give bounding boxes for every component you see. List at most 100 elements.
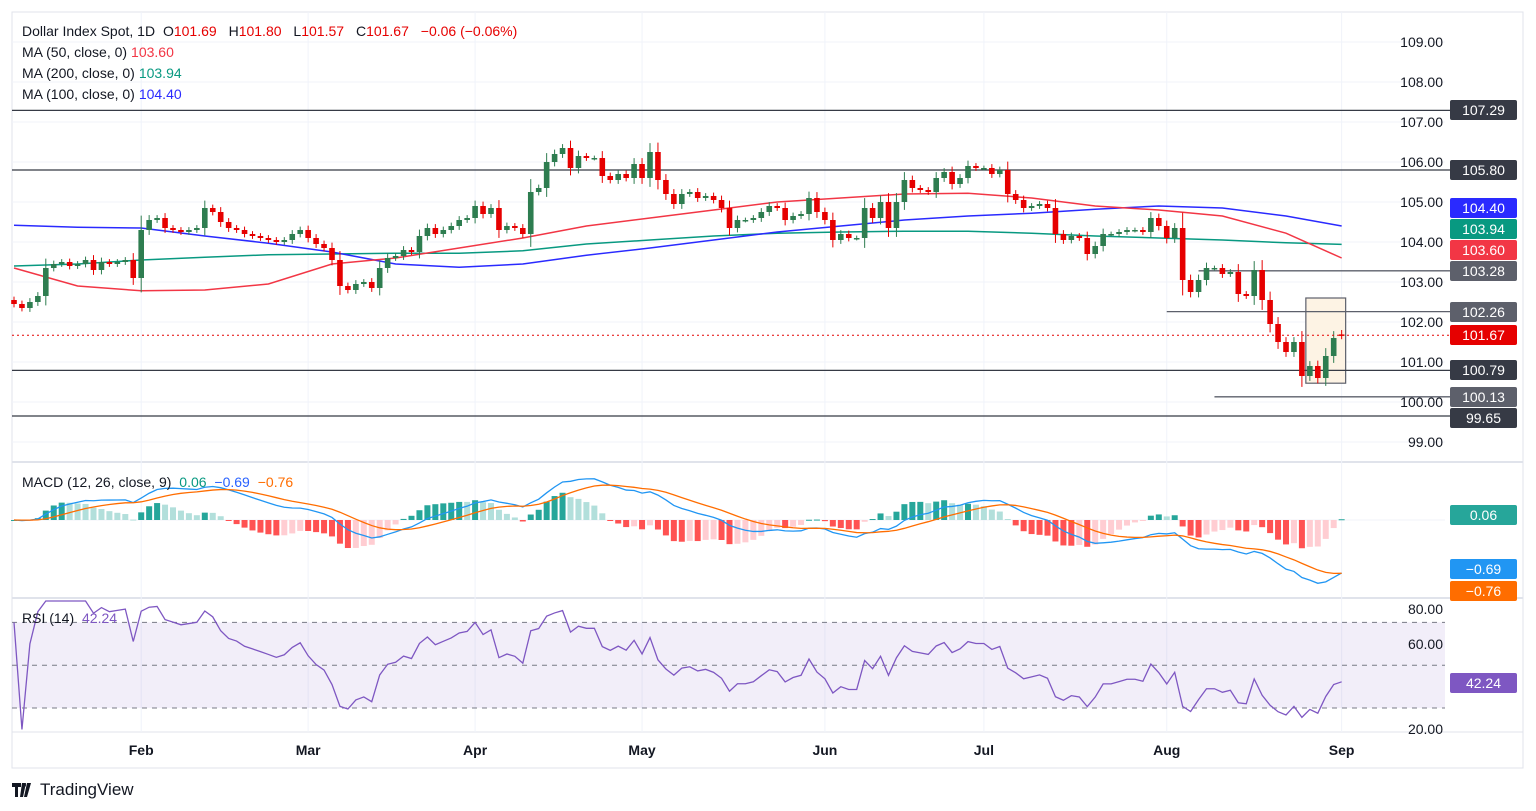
close-value: C101.67 <box>356 23 413 39</box>
candle-body <box>1036 204 1043 206</box>
candle-body <box>655 152 661 180</box>
candle-body <box>1299 342 1305 376</box>
tradingview-logo[interactable]: TradingView <box>12 780 134 800</box>
open-number: 101.69 <box>173 23 217 39</box>
macd-histogram-bar <box>821 520 828 522</box>
candle-body <box>1028 206 1035 208</box>
macd-histogram-bar <box>217 516 224 520</box>
macd-histogram-bar <box>702 520 709 540</box>
candle-body <box>520 228 526 234</box>
macd-histogram-bar <box>313 520 320 533</box>
candle-body <box>1060 234 1067 240</box>
ma50-label: MA (50, close, 0) <box>22 44 128 60</box>
candle-body <box>1084 238 1091 254</box>
macd-histogram-bar <box>567 497 574 520</box>
symbol-title: Dollar Index Spot, 1D <box>22 23 156 39</box>
low-number: 101.57 <box>301 23 345 39</box>
macd-histogram-bar <box>1068 520 1075 546</box>
macd-histogram-bar <box>1076 520 1083 545</box>
candle-body <box>965 166 971 178</box>
candle-body <box>35 296 41 302</box>
macd-histogram-bar <box>273 520 280 536</box>
macd-histogram-bar <box>686 520 693 541</box>
candle-body <box>893 202 900 228</box>
macd-label: MACD (12, 26, close, 9) <box>22 474 172 490</box>
candle-body <box>488 208 494 214</box>
time-tick-label: Mar <box>295 742 321 758</box>
macd-histogram-bar <box>1163 516 1170 520</box>
candle-body <box>631 164 637 178</box>
macd-histogram-bar <box>392 520 399 525</box>
candle-body <box>1004 170 1011 194</box>
ma50-legend[interactable]: MA (50, close, 0) 103.60 <box>22 42 178 63</box>
macd-histogram-bar <box>82 503 89 520</box>
candle-body <box>941 172 947 178</box>
macd-histogram-bar <box>1108 520 1115 535</box>
candle-body <box>432 228 439 234</box>
candle-body <box>671 194 677 204</box>
candle-body <box>1235 272 1242 294</box>
candle-body <box>368 282 375 288</box>
macd-histogram-bar <box>551 496 558 520</box>
macd-line-axis-label: −0.69 <box>1450 559 1517 579</box>
macd-histogram-bar <box>941 500 948 520</box>
macd-histogram-bar <box>1028 520 1035 535</box>
macd-histogram-bar <box>1052 520 1059 542</box>
ma200-legend[interactable]: MA (200, close, 0) 103.94 <box>22 63 186 84</box>
candle-body <box>838 234 844 240</box>
macd-histogram-bar <box>869 519 876 521</box>
level-price-label: 102.26 <box>1450 301 1517 322</box>
macd-histogram-bar <box>718 520 725 540</box>
macd-histogram-bar <box>400 518 407 520</box>
ma200-value: 103.94 <box>138 65 182 81</box>
macd-histogram-bar <box>758 520 765 536</box>
macd-histogram-bar <box>519 520 526 522</box>
macd-histogram-bar <box>575 498 582 520</box>
macd-hist-axis-label: 0.06 <box>1450 505 1517 525</box>
macd-histogram-bar <box>734 520 741 544</box>
macd-histogram-bar <box>336 520 343 544</box>
ma100-legend[interactable]: MA (100, close, 0) 104.40 <box>22 84 186 105</box>
macd-legend[interactable]: MACD (12, 26, close, 9) 0.06 −0.69 −0.76 <box>22 472 297 493</box>
candle-body <box>361 282 367 284</box>
candle-body <box>122 260 129 262</box>
macd-histogram-bar <box>1131 520 1138 523</box>
candle-body <box>1132 230 1138 232</box>
candle-body <box>281 240 288 242</box>
macd-histogram-bar <box>694 520 701 542</box>
candle-body <box>1179 228 1186 280</box>
macd-histogram-bar <box>456 501 463 520</box>
candle-body <box>782 208 788 220</box>
macd-histogram-bar <box>710 520 717 540</box>
candle-body <box>209 208 216 212</box>
candle-body <box>639 164 645 178</box>
change-value: −0.06 (−0.06%) <box>420 23 518 39</box>
macd-histogram-bar <box>201 512 208 520</box>
macd-histogram-bar <box>488 503 494 520</box>
candle-body <box>1338 334 1345 336</box>
candle-body <box>718 200 725 208</box>
candle-body <box>830 220 836 240</box>
macd-histogram-bar <box>599 513 606 520</box>
macd-histogram-bar <box>591 505 598 520</box>
macd-histogram-bar <box>893 511 900 520</box>
candle-body <box>686 192 693 194</box>
candle-body <box>265 238 272 240</box>
macd-histogram-bar <box>1012 520 1019 526</box>
candle-body <box>766 206 773 212</box>
open-label: O <box>162 23 174 39</box>
macd-histogram-bar <box>1139 520 1146 521</box>
level-price-label: 100.79 <box>1450 360 1517 381</box>
candle-body <box>66 262 73 266</box>
candle-body <box>313 238 319 244</box>
macd-histogram-bar <box>368 520 375 545</box>
macd-histogram-bar <box>1044 520 1051 536</box>
candle-body <box>607 176 614 180</box>
rsi-legend[interactable]: RSI (14) 42.24 <box>22 608 121 629</box>
macd-histogram-bar <box>1100 520 1107 539</box>
macd-histogram-bar <box>98 509 105 520</box>
macd-histogram-bar <box>917 501 924 520</box>
candle-body <box>58 262 65 264</box>
candle-body <box>225 222 232 228</box>
